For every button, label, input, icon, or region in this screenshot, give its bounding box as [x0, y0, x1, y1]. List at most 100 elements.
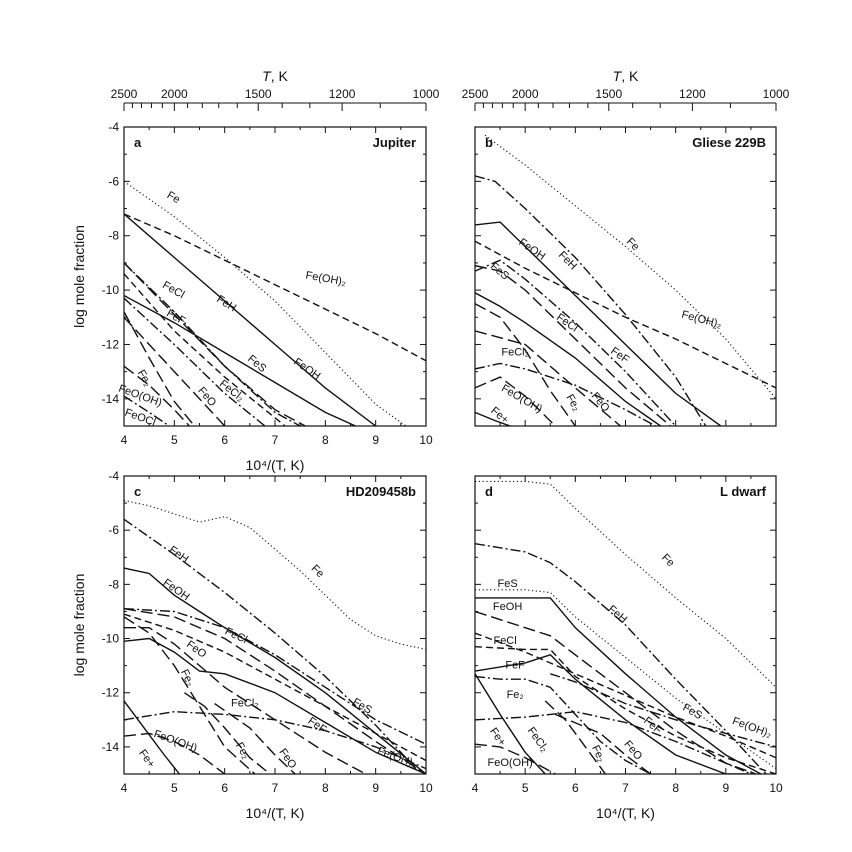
top-tick-label: 1200: [329, 87, 356, 101]
x-tick-label: 5: [171, 781, 178, 795]
y-tick-label: -10: [102, 283, 120, 297]
curve-label: Fe: [165, 189, 182, 206]
y-tick-label: -12: [102, 337, 120, 351]
series-line-fecl-: [124, 297, 266, 426]
series-line-feh: [475, 175, 707, 426]
top-tick-label: 1000: [763, 87, 790, 101]
x-axis-title: 10⁴/(T, K): [246, 805, 305, 821]
series-line-feh: [475, 543, 767, 774]
curve-label: FeS: [680, 702, 703, 722]
panel-title: Jupiter: [373, 135, 416, 150]
x-tick-label: 6: [221, 433, 228, 447]
curve-label: FeCl: [223, 625, 249, 646]
x-tick-label: 7: [622, 781, 629, 795]
plot-frame: [123, 126, 427, 427]
curve-label: FeCl₂: [231, 697, 259, 709]
series-line-feoh: [475, 221, 722, 426]
curve-label: Fe(OH)₂: [680, 309, 723, 331]
x-tick-label: 5: [171, 433, 178, 447]
series-line-fef: [475, 292, 662, 426]
series-line-feo-oh-: [475, 376, 556, 426]
series-line-feo: [124, 316, 226, 426]
curve-label: Fe₂: [135, 368, 154, 389]
x-tick-label: 9: [372, 433, 379, 447]
curve-label: Fe₂: [507, 689, 524, 701]
curve-label: FeCl: [554, 311, 580, 334]
curve-label: FeOH: [493, 601, 522, 613]
x-tick-label: 4: [121, 781, 128, 795]
curve-label: FeS: [498, 578, 518, 590]
plot-frame: [123, 475, 427, 775]
curve-label: FeS: [350, 696, 373, 716]
curve-label: Fe₂: [589, 743, 607, 764]
curve-label: FeO(OH): [499, 382, 544, 415]
y-tick-label: -4: [108, 469, 119, 483]
curve-label: FeO: [195, 385, 218, 409]
panel-a: FeFe(OH)₂FeHFeOHFeClFeFFeSFeCl₂Fe₂FeOFeO…: [71, 68, 440, 473]
x-tick-label: 6: [572, 781, 579, 795]
series-group: [124, 499, 426, 774]
curve-label: FeCl: [493, 635, 516, 647]
curve-label: FeO(OH): [152, 728, 199, 755]
x-tick-label: 10: [419, 433, 433, 447]
panel-title: Gliese 229B: [692, 135, 766, 150]
y-axis-title: log mole fraction: [71, 225, 87, 328]
panel-letter: a: [134, 135, 142, 150]
panel-c: Fe FeH FeOH FeCl FeS FeO FeF Fe(OH)₂ Fe₂ FeCl₂ Fe₂…: [71, 469, 433, 821]
series-line-fe-: [475, 675, 651, 774]
panel-letter: b: [485, 135, 493, 150]
series-line-fe: [475, 480, 776, 688]
x-tick-label: 8: [322, 433, 329, 447]
series-line-fe-oh-: [475, 240, 776, 389]
curve-label: Fe: [624, 236, 642, 254]
y-tick-label: -14: [102, 392, 120, 406]
curve-label: FeO: [184, 639, 209, 661]
series-line-fe: [124, 180, 407, 426]
y-tick-label: -10: [102, 632, 120, 646]
curve-label: FeOH: [291, 356, 322, 383]
x-tick-label: 8: [672, 781, 679, 795]
series-line-fe-: [475, 673, 546, 774]
panel-letter: c: [134, 484, 141, 499]
series-line-fe-: [475, 303, 576, 426]
top-tick-label: 1500: [595, 87, 622, 101]
series-line-fe: [484, 134, 776, 400]
y-tick-label: -6: [108, 523, 119, 537]
x-tick-label: 4: [472, 781, 479, 795]
series-line-fecl: [475, 610, 757, 774]
series-group: [475, 480, 776, 774]
curve-label: Fe+: [136, 747, 157, 770]
curve-label: FeO(OH): [487, 757, 532, 769]
curve-label: FeH: [214, 293, 238, 314]
x-tick-label: 6: [221, 781, 228, 795]
top-axis-title: T, K: [613, 68, 639, 84]
y-tick-label: -8: [108, 577, 119, 591]
curve-label: FeF: [306, 715, 329, 736]
series-line-feo-oh-: [124, 365, 190, 426]
plot-frame: [474, 126, 777, 427]
y-tick-label: -6: [108, 174, 119, 188]
series-line-feo-oh-: [124, 732, 226, 774]
curve-label: Fe₂: [178, 668, 196, 689]
series-line-feo: [124, 627, 366, 774]
x-axis-title: 10⁴/(T, K): [246, 457, 305, 473]
top-tick-label: 2500: [462, 87, 489, 101]
y-axis-title: log mole fraction: [71, 574, 87, 677]
series-line-fes: [124, 608, 426, 745]
series-line-fecl: [475, 264, 672, 426]
series-line-fef: [124, 273, 286, 426]
x-axis-title: 10⁴/(T, K): [596, 805, 655, 821]
series-line-fe-: [124, 311, 196, 426]
series-line-fe-oh-: [124, 213, 426, 362]
series-line-fe-oh-: [124, 613, 426, 762]
curve-label: FeH: [606, 603, 630, 626]
curve-label: FeS: [245, 353, 268, 375]
panel-d: FeFeHFeSFeOHFeClFeFFeFFe₂FeSFe(OH)₂FeCl₂…: [472, 475, 783, 821]
series-line-fe-: [124, 700, 180, 774]
x-tick-label: 5: [522, 781, 529, 795]
x-tick-label: 7: [272, 433, 279, 447]
top-tick-label: 2000: [512, 87, 539, 101]
series-line-feoh: [475, 597, 762, 774]
series-line-fes: [550, 673, 776, 748]
top-tick-label: 2000: [161, 87, 188, 101]
